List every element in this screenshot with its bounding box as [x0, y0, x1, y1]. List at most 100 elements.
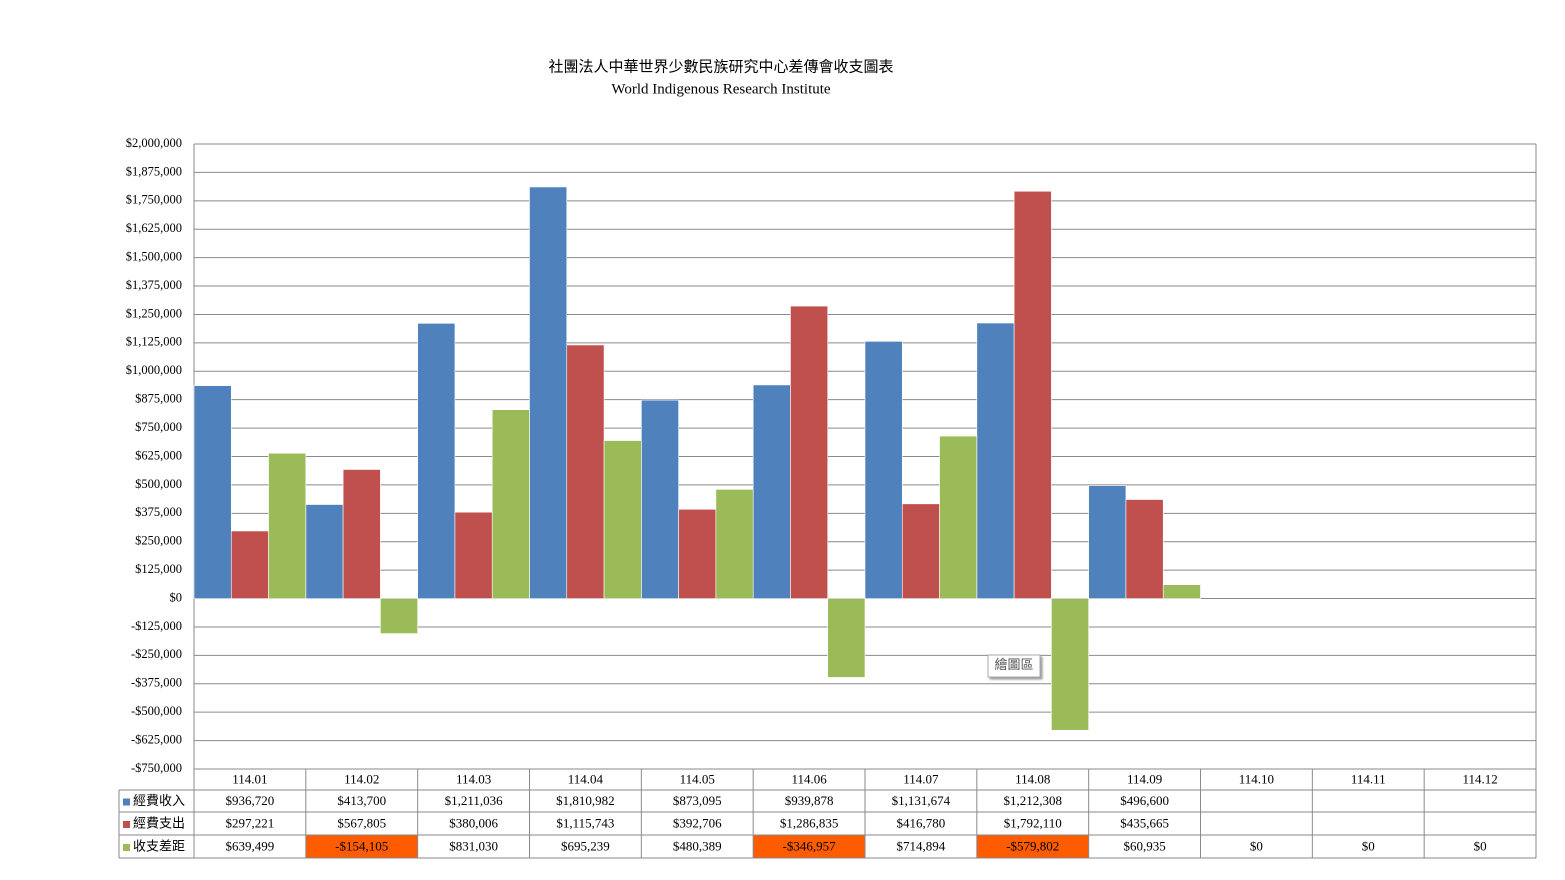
bar	[193, 385, 232, 599]
y-tick-label: $375,000	[135, 505, 182, 519]
bar	[641, 399, 679, 599]
bar	[268, 452, 307, 599]
legend-label: 經費收入	[133, 793, 185, 808]
bar	[976, 322, 1015, 599]
y-tick-label: $875,000	[135, 392, 182, 406]
y-tick-label: $250,000	[135, 534, 182, 548]
legend-label: 收支差距	[133, 838, 185, 853]
legend-label: 經費支出	[133, 815, 185, 830]
table-value: $567,805	[337, 815, 386, 830]
y-tick-label: $0	[170, 590, 183, 604]
bar	[790, 305, 829, 599]
x-tick-label: 114.12	[1462, 771, 1497, 786]
bar	[305, 504, 344, 599]
table-value: $873,095	[673, 793, 722, 808]
y-tick-label: -$500,000	[131, 704, 182, 718]
bar	[529, 186, 568, 599]
table-value: $480,389	[673, 838, 722, 853]
bar	[342, 469, 381, 599]
bar	[603, 440, 642, 599]
table-value: $939,878	[785, 793, 834, 808]
table-value: $1,131,674	[892, 793, 951, 808]
table-value: $1,115,743	[556, 815, 614, 830]
legend-swatch	[123, 844, 130, 851]
y-tick-label: $1,625,000	[126, 221, 182, 235]
table-value: $0	[1474, 838, 1487, 853]
y-tick-label: $500,000	[135, 477, 182, 491]
bar	[864, 341, 903, 599]
y-tick-label: -$750,000	[131, 761, 182, 775]
bar	[1125, 499, 1164, 599]
bar	[491, 409, 530, 599]
table-value: $831,030	[449, 838, 498, 853]
bar	[1051, 598, 1089, 731]
bar	[1013, 190, 1052, 599]
bar	[715, 489, 754, 599]
chart-subtitle: World Indigenous Research Institute	[611, 81, 830, 97]
y-tick-label: $1,000,000	[126, 363, 182, 377]
x-tick-label: 114.05	[680, 771, 715, 786]
bar	[827, 598, 866, 678]
table-value: $1,286,835	[780, 815, 839, 830]
bar	[678, 508, 717, 599]
bar	[417, 323, 456, 599]
highlight-cell	[305, 835, 418, 858]
y-tick-label: $125,000	[135, 562, 182, 576]
table-value: $60,935	[1123, 838, 1165, 853]
table-value: $639,499	[226, 838, 275, 853]
table-value: $1,810,982	[556, 793, 615, 808]
y-tick-label: $1,500,000	[126, 250, 182, 264]
y-tick-label: $1,375,000	[126, 278, 182, 292]
y-tick-label: -$125,000	[131, 619, 182, 633]
bar	[1162, 584, 1201, 599]
bar	[752, 384, 791, 599]
bar	[230, 530, 269, 599]
y-tick-label: $750,000	[135, 420, 182, 434]
x-tick-label: 114.11	[1351, 771, 1386, 786]
y-tick-label: $1,250,000	[126, 306, 182, 320]
table-value: $1,212,308	[1004, 793, 1063, 808]
bar	[1088, 485, 1127, 599]
table-value: $416,780	[897, 815, 946, 830]
table-value: $435,665	[1120, 815, 1169, 830]
x-tick-label: 114.02	[344, 771, 379, 786]
x-tick-label: 114.04	[568, 771, 604, 786]
y-tick-label: $1,125,000	[126, 335, 182, 349]
y-tick-label: -$375,000	[131, 676, 182, 690]
legend-swatch	[123, 798, 130, 806]
table-value: $714,894	[897, 838, 946, 853]
highlight-cell	[753, 835, 865, 858]
x-tick-label: 114.03	[456, 771, 491, 786]
table-value: $0	[1362, 838, 1375, 853]
x-tick-label: 114.08	[1015, 771, 1050, 786]
table-value: -$579,802	[1006, 838, 1059, 853]
table-value: -$346,957	[783, 838, 837, 853]
y-tick-label: -$625,000	[131, 732, 182, 746]
table-value: $413,700	[337, 793, 386, 808]
table-value: $1,211,036	[445, 793, 504, 808]
table-value: $0	[1250, 838, 1263, 853]
bar	[566, 344, 605, 599]
table-value: $936,720	[226, 793, 275, 808]
bar	[901, 503, 940, 599]
bar	[380, 598, 418, 634]
bar	[939, 435, 978, 599]
table-value: $496,600	[1120, 793, 1169, 808]
y-tick-label: $625,000	[135, 448, 182, 462]
table-value: $1,792,110	[1004, 815, 1062, 830]
x-tick-label: 114.01	[232, 771, 267, 786]
table-value: $392,706	[673, 815, 722, 830]
x-tick-label: 114.06	[791, 771, 827, 786]
y-tick-label: $1,750,000	[126, 193, 182, 207]
y-tick-label: -$250,000	[131, 647, 182, 661]
y-tick-label: $1,875,000	[126, 164, 182, 178]
x-tick-label: 114.09	[1127, 771, 1162, 786]
table-value: -$154,105	[335, 838, 388, 853]
legend-swatch	[123, 821, 130, 828]
table-value: $695,239	[561, 838, 610, 853]
x-tick-label: 114.07	[903, 771, 939, 786]
y-tick-label: $2,000,000	[126, 136, 182, 150]
table-value: $297,221	[226, 815, 275, 830]
tooltip-box	[987, 654, 1041, 678]
